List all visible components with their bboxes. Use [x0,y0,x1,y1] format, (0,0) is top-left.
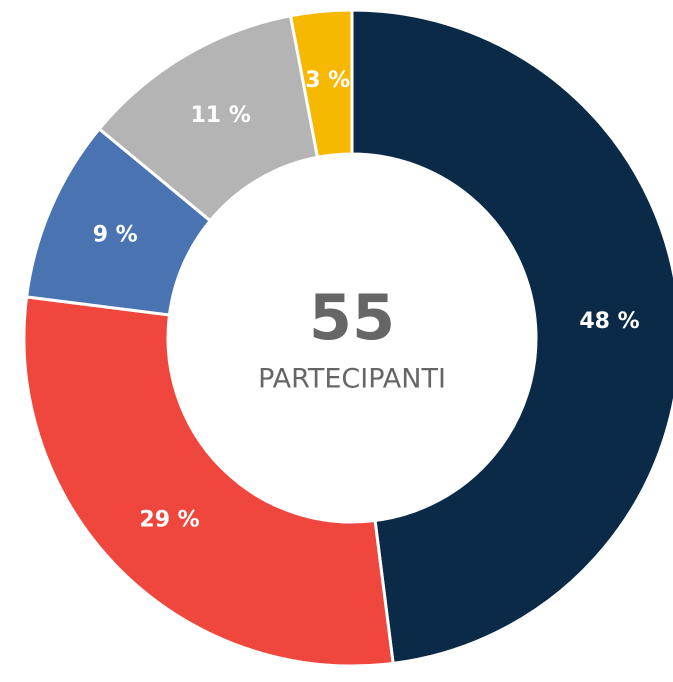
slices [22,8,673,668]
slice [350,8,673,666]
center-number: 55 [309,281,395,354]
slice-label: 48 % [579,309,639,334]
center-label: PARTECIPANTI [258,364,446,395]
labels: 48 % 29 % 9 % 11 % 3 % [93,68,640,532]
slice [288,8,354,160]
slice-label: 9 % [93,223,138,248]
slice-label: 29 % [139,507,199,532]
slice-label: 11 % [191,103,251,128]
slice-label: 3 % [305,68,350,93]
slice [22,295,395,668]
